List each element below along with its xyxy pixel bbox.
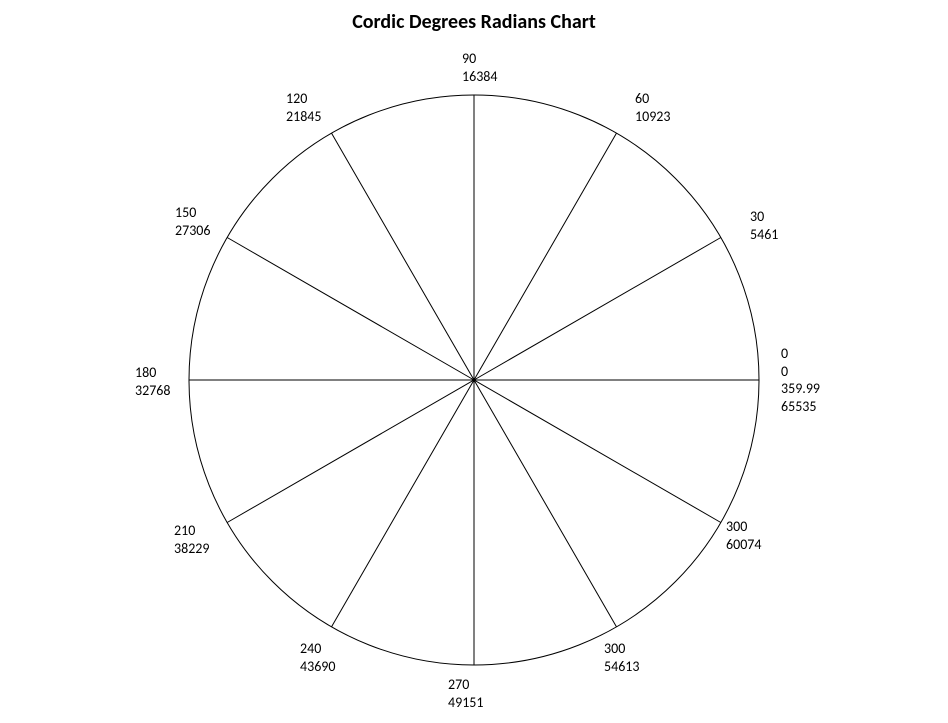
spoke-210 xyxy=(227,380,474,523)
spoke-label-300: 30054613 xyxy=(604,640,639,675)
spoke-label-0: 00359.9965535 xyxy=(781,345,820,415)
cordic-value: 0 xyxy=(781,363,820,381)
cordic-value: 49151 xyxy=(448,694,483,712)
spoke-300 xyxy=(474,380,617,627)
spoke-30 xyxy=(474,238,721,381)
cordic-value: 10923 xyxy=(635,108,670,126)
cordic-value: 54613 xyxy=(604,658,639,676)
spoke-label-90: 9016384 xyxy=(462,50,497,85)
cordic-value: 32768 xyxy=(135,382,170,400)
degree-value: 210 xyxy=(174,522,209,540)
spoke-label-60: 6010923 xyxy=(635,90,670,125)
spoke-120 xyxy=(332,133,475,380)
spoke-label-270: 27049151 xyxy=(448,676,483,711)
degree-value: 60 xyxy=(635,90,670,108)
cordic-value: 16384 xyxy=(462,68,497,86)
extra-value: 65535 xyxy=(781,398,820,416)
degree-value: 120 xyxy=(286,90,321,108)
spoke-330 xyxy=(474,380,721,523)
cordic-value: 43690 xyxy=(300,658,335,676)
spoke-150 xyxy=(227,238,474,381)
spoke-label-30: 305461 xyxy=(750,208,778,243)
degree-value: 300 xyxy=(604,640,639,658)
degree-value: 270 xyxy=(448,676,483,694)
cordic-value: 21845 xyxy=(286,108,321,126)
degree-value: 180 xyxy=(135,364,170,382)
spoke-label-150: 15027306 xyxy=(175,204,210,239)
degree-value: 0 xyxy=(781,345,820,363)
cordic-value: 38229 xyxy=(174,540,209,558)
spoke-240 xyxy=(332,380,475,627)
degree-value: 240 xyxy=(300,640,335,658)
spoke-label-180: 18032768 xyxy=(135,364,170,399)
degree-value: 300 xyxy=(726,518,761,536)
spoke-label-120: 12021845 xyxy=(286,90,321,125)
degree-value: 90 xyxy=(462,50,497,68)
spoke-label-240: 24043690 xyxy=(300,640,335,675)
spoke-label-330: 30060074 xyxy=(726,518,761,553)
extra-value: 359.99 xyxy=(781,380,820,398)
degree-value: 30 xyxy=(750,208,778,226)
cordic-value: 60074 xyxy=(726,536,761,554)
cordic-value: 27306 xyxy=(175,222,210,240)
degree-value: 150 xyxy=(175,204,210,222)
cordic-value: 5461 xyxy=(750,226,778,244)
spoke-label-210: 21038229 xyxy=(174,522,209,557)
spoke-60 xyxy=(474,133,617,380)
